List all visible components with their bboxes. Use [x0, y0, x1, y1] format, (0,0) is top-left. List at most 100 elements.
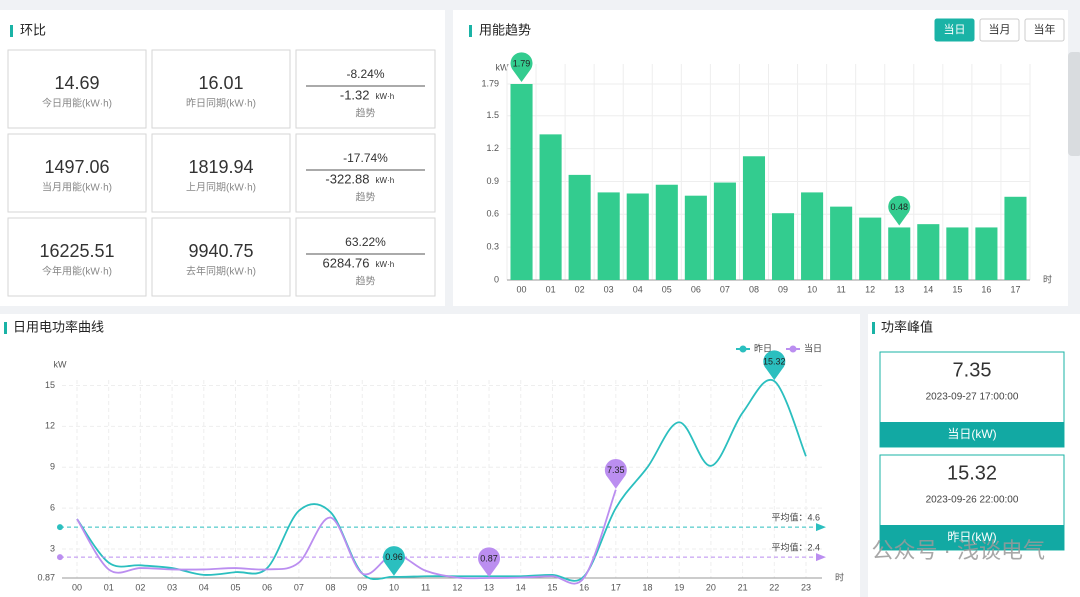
side-widget	[1068, 52, 1080, 156]
stat-box	[7, 49, 147, 129]
trend-percent: -8.24%	[346, 67, 384, 81]
x-tick-label: 15	[952, 284, 962, 294]
mark-pin	[510, 52, 533, 82]
y-tick-label: 0	[494, 274, 499, 284]
tab-button[interactable]	[979, 18, 1020, 42]
x-tick-label: 19	[674, 582, 684, 592]
x-tick-label: 12	[452, 582, 462, 592]
x-tick-label: 08	[749, 284, 759, 294]
bar	[801, 192, 824, 280]
mark-pin	[604, 459, 627, 489]
stat-box	[7, 133, 147, 213]
stat-value: 9940.75	[188, 241, 253, 261]
x-tick-label: 05	[662, 284, 672, 294]
x-tick-label: 10	[389, 582, 399, 592]
trend-percent: -17.74%	[343, 151, 388, 165]
trend-unit: kW·h	[376, 260, 395, 269]
x-tick-label: 23	[801, 582, 811, 592]
legend-label: 昨日	[754, 342, 772, 353]
trend-percent: 63.22%	[345, 235, 386, 249]
stat-label: 当月用能(kW·h)	[42, 181, 112, 194]
x-tick-label: 05	[230, 582, 240, 592]
panel-title: 环比	[20, 22, 46, 37]
average-arrow	[816, 523, 826, 532]
y-tick-label: 9	[50, 462, 55, 472]
curve-panel	[0, 314, 860, 597]
stat-box	[151, 49, 291, 129]
tab-button[interactable]	[934, 18, 975, 42]
x-tick-label: 13	[894, 284, 904, 294]
stat-value: 16.01	[198, 73, 243, 93]
trend-label: 趋势	[356, 107, 376, 120]
stat-value: 1819.94	[188, 157, 253, 177]
y-tick-label: 0.87	[37, 572, 55, 582]
x-tick-label: 02	[135, 582, 145, 592]
stat-value: 14.69	[54, 73, 99, 93]
stat-box	[295, 49, 436, 129]
tab-button[interactable]	[1024, 18, 1065, 42]
bar	[626, 193, 649, 280]
stat-box	[295, 217, 436, 297]
x-tick-label: 15	[547, 582, 557, 592]
panel-title: 用能趋势	[479, 22, 531, 37]
y-tick-label: 1.79	[481, 78, 499, 88]
bar	[859, 217, 882, 280]
mark-pin	[888, 195, 911, 226]
title-accent	[872, 322, 875, 334]
stat-label: 去年同期(kW·h)	[186, 265, 256, 278]
x-tick-label: 17	[611, 582, 621, 592]
x-tick-label: 11	[836, 284, 845, 294]
bar	[917, 224, 940, 280]
x-tick-label: 00	[72, 582, 82, 592]
series-line	[76, 489, 617, 585]
x-tick-label: 08	[326, 582, 336, 592]
mark-pin	[382, 546, 405, 576]
bar	[597, 192, 620, 280]
x-tick-label: 09	[778, 284, 788, 294]
bar	[771, 213, 795, 280]
mark-pin	[478, 547, 501, 577]
mark-pin-label: 0.96	[385, 552, 403, 562]
stat-value: 1497.06	[44, 157, 109, 177]
title-accent	[10, 25, 13, 37]
stat-box	[7, 217, 147, 297]
x-tick-label: 16	[981, 284, 991, 294]
tab-label[interactable]: 当年	[1034, 22, 1056, 36]
x-tick-label: 03	[604, 284, 614, 294]
bar	[888, 227, 911, 280]
y-tick-label: 3	[50, 543, 55, 553]
average-start	[57, 524, 63, 531]
bar	[1004, 196, 1027, 280]
x-tick-label: 10	[807, 284, 817, 294]
stat-label: 上月同期(kW·h)	[186, 182, 256, 194]
x-axis-label: 时	[835, 571, 844, 582]
bar	[568, 174, 591, 280]
mark-pin-label: 15.32	[763, 356, 786, 366]
peak-label: 当日(kW)	[947, 427, 996, 441]
bar	[713, 182, 736, 280]
bar	[684, 195, 707, 280]
average-start	[57, 554, 63, 561]
stat-label: 今日用能(kW·h)	[42, 97, 112, 110]
y-tick-label: 0.9	[486, 176, 499, 186]
legend-label: 当日	[804, 342, 822, 353]
x-tick-label: 14	[516, 582, 526, 592]
tab-label[interactable]: 当日	[944, 22, 966, 36]
y-axis-label: kW	[496, 62, 510, 72]
x-tick-label: 14	[923, 284, 933, 294]
x-tick-label: 11	[421, 582, 430, 592]
y-tick-label: 0.3	[486, 242, 499, 252]
x-tick-label: 07	[720, 284, 730, 294]
peak-card-footer	[880, 422, 1064, 447]
stat-box	[151, 133, 291, 213]
tab-label[interactable]: 当月	[989, 22, 1011, 36]
bar	[510, 84, 533, 280]
x-tick-label: 16	[579, 582, 589, 592]
x-tick-label: 17	[1010, 284, 1020, 294]
average-label: 平均值：2.4	[771, 542, 820, 553]
x-tick-label: 06	[691, 284, 701, 294]
stat-box	[151, 217, 291, 297]
trend-diff: 6284.76	[323, 255, 370, 270]
trend-diff: -322.88	[325, 171, 369, 186]
x-tick-label: 12	[865, 284, 875, 294]
